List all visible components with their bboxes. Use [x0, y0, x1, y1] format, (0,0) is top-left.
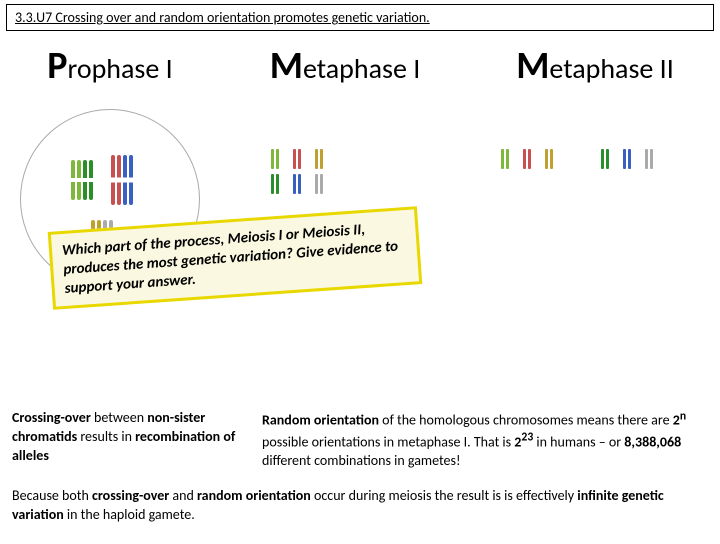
chromosome-pair [111, 155, 121, 205]
chromosome [292, 149, 302, 169]
conclusion-text: Because both crossing-over and random or… [0, 487, 720, 525]
chromosome [270, 174, 280, 194]
phase-col-metaphase1: Metaphase I [220, 43, 470, 89]
chromosome [500, 149, 510, 169]
chromosome [622, 149, 632, 169]
chromosome-pair [123, 155, 133, 205]
header-bar: 3.3.U7 Crossing over and random orientat… [6, 4, 714, 31]
bottom-text-row: Crossing-over between non-sister chromat… [0, 409, 720, 471]
callout-text: Which part of the process, Meiosis I or … [61, 221, 398, 298]
chromosome [270, 149, 280, 169]
chromosome-pair [83, 160, 93, 200]
chromosome [644, 149, 654, 169]
random-orientation-text: Random orientation of the homologous chr… [262, 409, 702, 471]
header-text: 3.3.U7 Crossing over and random orientat… [15, 9, 430, 26]
chromosome [522, 149, 532, 169]
phase-col-prophase: Prophase I [0, 43, 220, 89]
chromosome [314, 174, 324, 194]
chromosome [600, 149, 610, 169]
phase-title-metaphase2: Metaphase II [470, 43, 720, 89]
chromosome-pair [71, 160, 81, 200]
chromosome [314, 149, 324, 169]
chromosome [544, 149, 554, 169]
phase-titles-row: Prophase I Metaphase I Metaphase II [0, 43, 720, 89]
phase-title-prophase: Prophase I [0, 43, 220, 89]
chromosome [292, 174, 302, 194]
phase-col-metaphase2: Metaphase II [470, 43, 720, 89]
crossing-over-text: Crossing-over between non-sister chromat… [12, 409, 242, 471]
metaphase2-diagram [490, 119, 690, 239]
phase-title-metaphase1: Metaphase I [220, 43, 470, 89]
